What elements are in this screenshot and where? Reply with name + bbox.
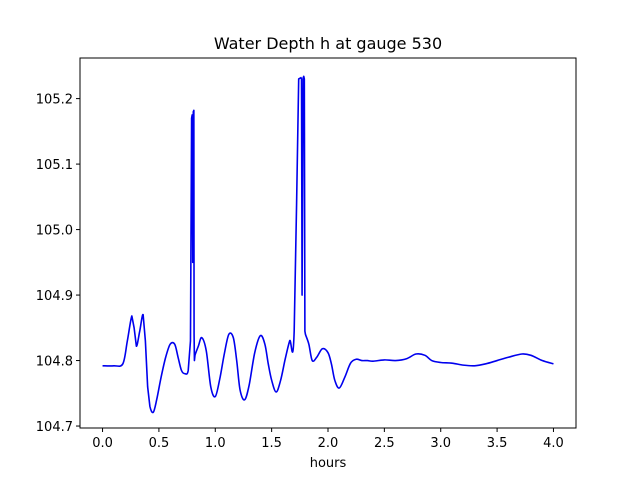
chart-title: Water Depth h at gauge 530 [214, 34, 442, 53]
y-axis: 104.7 104.8 104.9 105.0 105.1 105.2 [36, 93, 80, 435]
plot-area [102, 75, 554, 414]
series-line [102, 75, 554, 414]
x-tick-label: 1.5 [261, 436, 282, 451]
y-tick-label: 104.7 [36, 420, 73, 435]
x-tick-label: 3.0 [430, 436, 451, 451]
x-tick-label: 1.0 [205, 436, 226, 451]
x-tick-label: 2.0 [318, 436, 339, 451]
y-tick-label: 105.1 [36, 158, 73, 173]
x-tick-label: 4.0 [543, 436, 564, 451]
x-tick-label: 2.5 [374, 436, 395, 451]
y-tick-label: 104.8 [36, 355, 73, 370]
series-group [102, 75, 554, 414]
y-tick-label: 105.0 [36, 224, 73, 239]
x-axis-label: hours [310, 456, 347, 471]
x-tick-label: 0.0 [92, 436, 113, 451]
y-tick-label: 105.2 [36, 93, 73, 108]
x-tick-label: 3.5 [487, 436, 508, 451]
x-axis: 0.0 0.5 1.0 1.5 2.0 2.5 3.0 3.5 4.0 [92, 428, 564, 451]
plot-frame [79, 57, 577, 429]
x-tick-label: 0.5 [149, 436, 170, 451]
y-tick-label: 104.9 [36, 289, 73, 304]
